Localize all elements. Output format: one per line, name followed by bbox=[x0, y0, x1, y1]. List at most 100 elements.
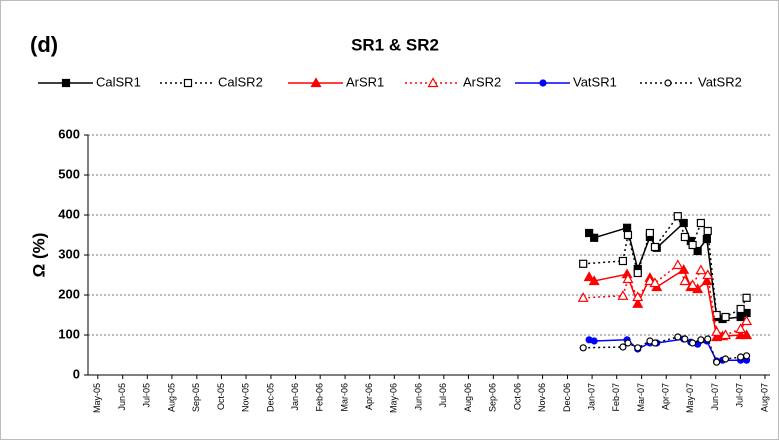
x-tick-label: Apr-06 bbox=[364, 383, 374, 410]
marker bbox=[742, 352, 751, 360]
x-tick-label: Dec-06 bbox=[562, 383, 572, 412]
marker bbox=[695, 264, 707, 275]
marker bbox=[674, 333, 682, 341]
marker bbox=[697, 336, 705, 344]
marker bbox=[673, 212, 682, 221]
marker bbox=[736, 304, 745, 314]
x-tick-label: Jun-05 bbox=[117, 383, 127, 411]
marker bbox=[579, 344, 587, 352]
marker bbox=[741, 315, 753, 326]
x-tick-label: Jul-06 bbox=[438, 383, 448, 408]
marker bbox=[622, 223, 632, 232]
y-tick-label: 600 bbox=[58, 126, 80, 141]
marker bbox=[590, 337, 598, 345]
x-tick-label: May-07 bbox=[685, 383, 695, 413]
x-tick-label: May-05 bbox=[92, 383, 102, 413]
marker bbox=[711, 326, 723, 336]
x-tick-label: Jul-07 bbox=[735, 383, 745, 408]
y-tick-label: 400 bbox=[58, 206, 80, 221]
marker bbox=[590, 233, 599, 242]
marker bbox=[737, 353, 745, 361]
x-tick-label: Aug-05 bbox=[166, 383, 176, 412]
marker bbox=[645, 228, 655, 238]
x-tick-label: Sep-05 bbox=[191, 383, 201, 412]
marker bbox=[719, 329, 732, 340]
marker bbox=[702, 269, 714, 280]
marker bbox=[622, 273, 634, 284]
x-tick-label: Feb-06 bbox=[315, 383, 325, 412]
marker bbox=[741, 329, 753, 340]
marker bbox=[588, 275, 600, 286]
marker bbox=[617, 290, 629, 300]
marker bbox=[735, 323, 747, 334]
legend-label: VatSR1 bbox=[573, 74, 617, 89]
marker bbox=[623, 230, 633, 240]
x-tick-label: Jul-05 bbox=[142, 383, 152, 408]
legend-marker bbox=[183, 78, 193, 88]
marker bbox=[702, 234, 711, 244]
x-tick-label: Jan-06 bbox=[290, 383, 300, 411]
marker bbox=[687, 279, 699, 290]
x-tick-label: Dec-05 bbox=[265, 383, 275, 412]
marker bbox=[703, 226, 712, 236]
marker bbox=[696, 218, 706, 228]
legend-marker bbox=[61, 78, 71, 88]
x-tick-label: Sep-06 bbox=[488, 383, 498, 412]
y-tick-label: 100 bbox=[58, 326, 80, 341]
marker bbox=[577, 292, 589, 302]
marker bbox=[721, 312, 730, 322]
marker bbox=[672, 259, 684, 270]
legend-marker bbox=[539, 79, 547, 87]
y-axis-label: Ω (%) bbox=[29, 233, 48, 278]
legend-label: VatSR2 bbox=[698, 74, 742, 89]
chart-title: SR1 & SR2 bbox=[351, 35, 439, 54]
x-tick-label: Nov-06 bbox=[537, 383, 547, 412]
legend-marker bbox=[427, 77, 439, 88]
marker bbox=[651, 339, 659, 347]
marker bbox=[633, 268, 642, 278]
legend-label: CalSR1 bbox=[96, 74, 141, 89]
marker bbox=[624, 339, 632, 347]
x-tick-label: Oct-05 bbox=[216, 383, 226, 410]
x-tick-label: Feb-07 bbox=[611, 383, 621, 412]
marker bbox=[713, 358, 721, 366]
y-tick-label: 200 bbox=[58, 286, 80, 301]
x-tick-label: Jan-07 bbox=[586, 383, 596, 411]
marker bbox=[579, 259, 588, 268]
legend-marker bbox=[310, 77, 322, 88]
x-tick-label: May-06 bbox=[389, 383, 399, 413]
marker bbox=[649, 277, 661, 288]
marker bbox=[583, 271, 595, 282]
x-tick-label: Mar-06 bbox=[339, 383, 349, 412]
legend-label: CalSR2 bbox=[218, 74, 263, 89]
marker bbox=[618, 256, 628, 266]
x-tick-label: Aug-06 bbox=[463, 383, 473, 412]
x-tick-label: Mar-07 bbox=[636, 383, 646, 412]
x-tick-label: Jun-07 bbox=[710, 383, 720, 411]
marker bbox=[693, 246, 702, 256]
marker bbox=[704, 335, 712, 343]
marker bbox=[634, 344, 642, 352]
x-tick-label: Aug-07 bbox=[759, 383, 769, 412]
legend-label: ArSR1 bbox=[346, 74, 384, 89]
marker bbox=[688, 240, 697, 250]
y-tick-label: 500 bbox=[58, 166, 80, 181]
y-tick-label: 300 bbox=[58, 246, 80, 261]
marker bbox=[632, 291, 644, 302]
y-tick-label: 0 bbox=[73, 366, 80, 381]
legend-marker bbox=[664, 79, 672, 87]
marker bbox=[632, 298, 644, 308]
marker bbox=[680, 232, 689, 242]
marker bbox=[742, 293, 751, 302]
x-tick-label: Oct-06 bbox=[512, 383, 522, 410]
marker bbox=[678, 264, 690, 274]
marker bbox=[681, 335, 689, 343]
marker bbox=[721, 355, 730, 363]
legend-label: ArSR2 bbox=[463, 74, 501, 89]
panel-label: (d) bbox=[30, 32, 58, 57]
marker bbox=[619, 343, 627, 351]
marker bbox=[689, 339, 697, 347]
x-tick-label: Nov-05 bbox=[240, 383, 250, 412]
